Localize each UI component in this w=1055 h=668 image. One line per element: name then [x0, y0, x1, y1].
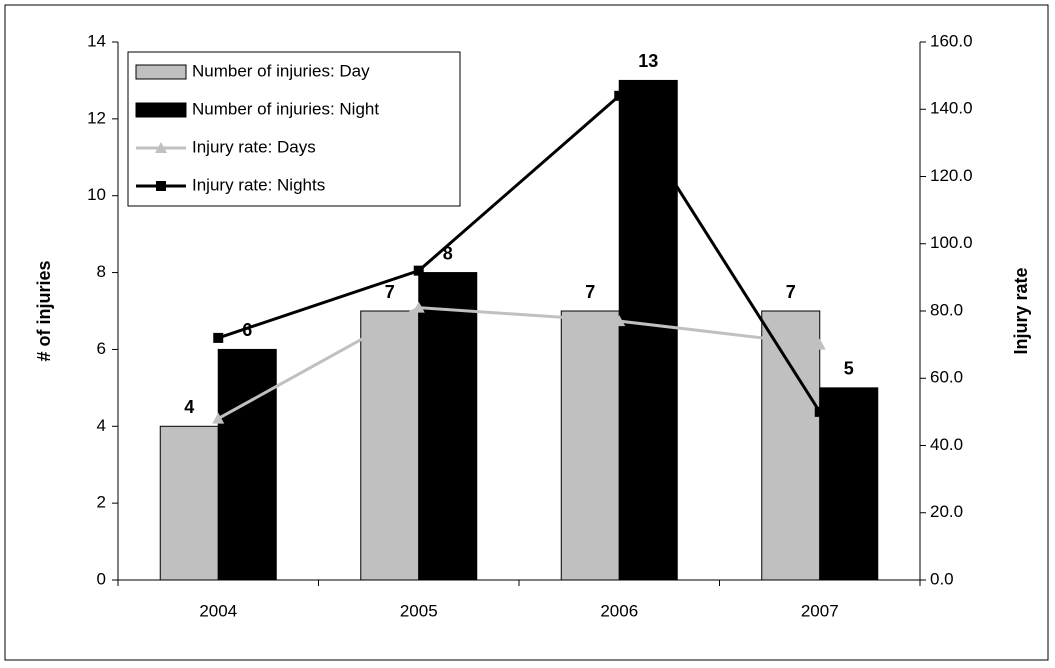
y2-tick-label: 160.0 — [930, 31, 973, 50]
bar — [819, 387, 879, 581]
line-series — [217, 93, 822, 413]
line-marker — [814, 406, 825, 417]
y2-tick-label: 0.0 — [930, 569, 954, 588]
y-tick-label: 12 — [87, 108, 106, 127]
data-label: 7 — [385, 282, 395, 302]
x-tick-label: 2007 — [801, 601, 839, 620]
legend-swatch — [135, 102, 187, 118]
line-marker — [213, 332, 224, 343]
y2-tick-label: 80.0 — [930, 300, 963, 319]
y-tick-label: 8 — [97, 262, 106, 281]
y2-tick-label: 40.0 — [930, 435, 963, 454]
y-tick-label: 0 — [97, 569, 106, 588]
data-label: 7 — [585, 282, 595, 302]
y2-tick-label: 60.0 — [930, 368, 963, 387]
y2-tick-label: 100.0 — [930, 233, 973, 252]
y2-axis-title: Injury rate — [1011, 267, 1031, 354]
line-marker — [614, 90, 625, 101]
bar — [217, 348, 277, 581]
line-marker — [413, 265, 424, 276]
legend-marker — [156, 181, 166, 191]
bar — [560, 310, 620, 581]
y2-tick-label: 120.0 — [930, 166, 973, 185]
line-marker — [613, 315, 626, 327]
y-tick-label: 10 — [87, 185, 106, 204]
line-series — [217, 306, 820, 420]
y-tick-label: 2 — [97, 493, 106, 512]
legend-marker — [155, 142, 167, 153]
data-label: 13 — [638, 51, 658, 71]
bar — [761, 310, 821, 581]
y-axis-title: # of injuries — [34, 260, 54, 361]
line-marker — [412, 301, 425, 313]
bar — [618, 79, 678, 581]
bar — [360, 310, 420, 581]
data-label: 6 — [242, 320, 252, 340]
x-tick-label: 2004 — [199, 601, 237, 620]
y-tick-label: 14 — [87, 31, 106, 50]
line-marker — [813, 338, 826, 350]
y-tick-label: 4 — [97, 416, 106, 435]
x-tick-label: 2006 — [600, 601, 638, 620]
legend-swatch — [135, 64, 187, 80]
x-tick-label: 2005 — [400, 601, 438, 620]
y2-tick-label: 20.0 — [930, 502, 963, 521]
data-label: 7 — [786, 282, 796, 302]
line-marker — [212, 412, 225, 424]
legend-label: Injury rate: Days — [192, 137, 316, 156]
legend-label: Injury rate: Nights — [192, 175, 325, 194]
bar — [418, 272, 478, 581]
data-label: 5 — [844, 359, 854, 379]
y-tick-label: 6 — [97, 339, 106, 358]
legend-label: Number of injuries: Day — [192, 61, 370, 80]
bar — [159, 425, 219, 581]
legend-label: Number of injuries: Night — [192, 99, 379, 118]
y2-tick-label: 140.0 — [930, 99, 973, 118]
data-label: 4 — [184, 397, 194, 417]
data-label: 8 — [443, 243, 453, 263]
